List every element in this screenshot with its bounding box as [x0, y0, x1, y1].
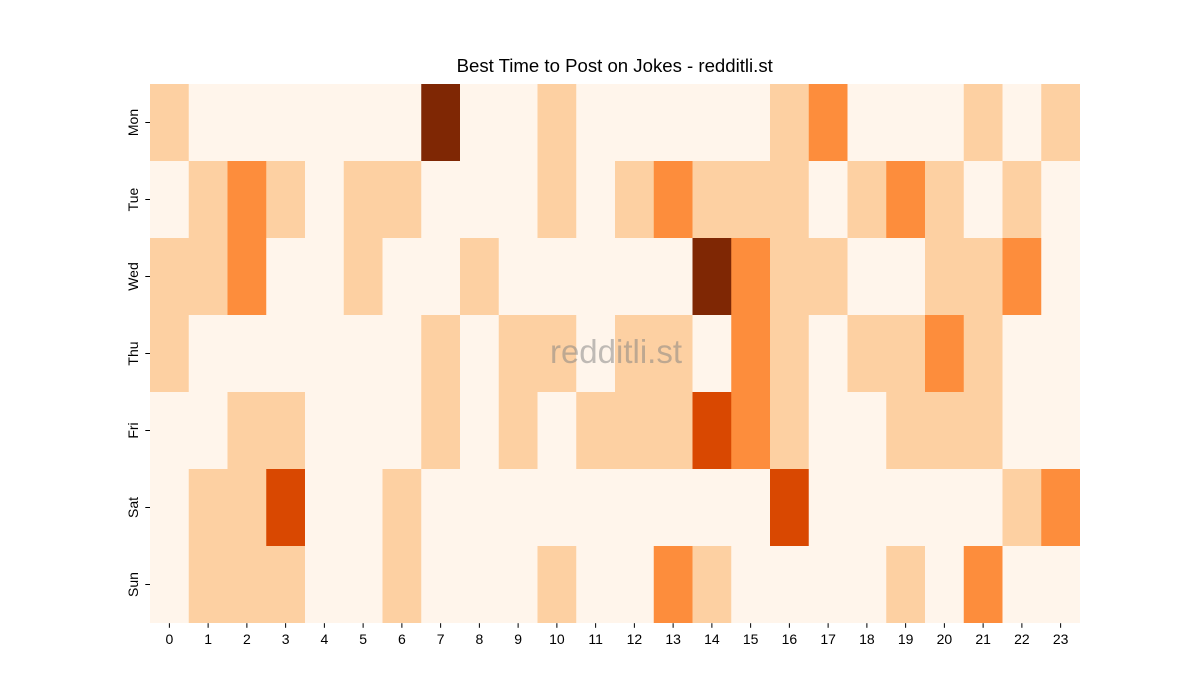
- svg-text:6: 6: [398, 631, 406, 647]
- svg-text:Fri: Fri: [125, 422, 141, 438]
- svg-text:20: 20: [937, 631, 953, 647]
- svg-text:Best Time to Post on Jokes - r: Best Time to Post on Jokes - redditli.st: [457, 55, 774, 76]
- svg-text:3: 3: [282, 631, 290, 647]
- svg-text:22: 22: [1014, 631, 1030, 647]
- svg-text:15: 15: [743, 631, 759, 647]
- svg-text:13: 13: [665, 631, 681, 647]
- svg-text:9: 9: [514, 631, 522, 647]
- svg-text:14: 14: [704, 631, 720, 647]
- svg-text:0: 0: [165, 631, 173, 647]
- svg-text:2: 2: [243, 631, 251, 647]
- svg-text:10: 10: [549, 631, 565, 647]
- svg-text:5: 5: [359, 631, 367, 647]
- svg-text:21: 21: [975, 631, 991, 647]
- svg-text:Wed: Wed: [125, 262, 141, 291]
- svg-text:8: 8: [475, 631, 483, 647]
- svg-text:7: 7: [437, 631, 445, 647]
- svg-text:17: 17: [820, 631, 836, 647]
- svg-text:Mon: Mon: [125, 109, 141, 136]
- svg-text:16: 16: [782, 631, 798, 647]
- svg-text:Tue: Tue: [125, 187, 141, 211]
- svg-text:12: 12: [627, 631, 643, 647]
- svg-text:11: 11: [588, 631, 603, 647]
- svg-text:Thu: Thu: [125, 341, 141, 365]
- svg-text:1: 1: [204, 631, 212, 647]
- svg-text:18: 18: [859, 631, 875, 647]
- svg-text:redditli.st: redditli.st: [550, 333, 682, 370]
- svg-text:Sun: Sun: [125, 572, 141, 597]
- svg-text:4: 4: [320, 631, 328, 647]
- svg-text:23: 23: [1053, 631, 1069, 647]
- svg-text:19: 19: [898, 631, 914, 647]
- svg-text:Sat: Sat: [125, 497, 141, 518]
